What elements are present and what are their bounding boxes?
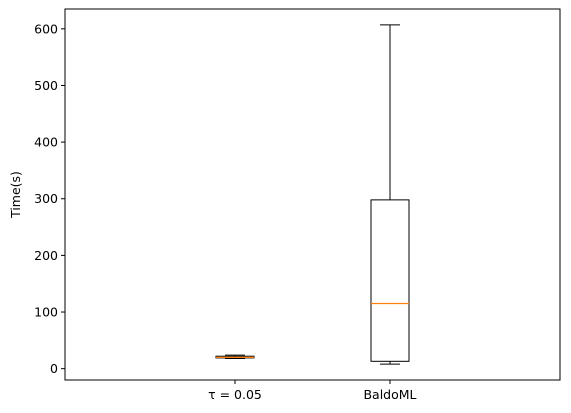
y-tick-label: 0 bbox=[50, 361, 58, 376]
x-tick-label: BaldoML bbox=[363, 387, 416, 402]
box-0 bbox=[215, 354, 255, 359]
y-tick-label: 100 bbox=[34, 305, 58, 320]
y-tick-label: 200 bbox=[34, 248, 58, 263]
box-iqr bbox=[370, 199, 410, 362]
y-tick-label: 400 bbox=[34, 135, 58, 150]
plot-background bbox=[65, 9, 560, 380]
box-1 bbox=[370, 24, 410, 365]
y-tick-label: 600 bbox=[34, 21, 58, 36]
y-tick-label: 300 bbox=[34, 191, 58, 206]
box-series bbox=[215, 24, 410, 365]
y-tick-label: 500 bbox=[34, 78, 58, 93]
x-tick-label: τ = 0.05 bbox=[208, 387, 262, 402]
plot-frame bbox=[64, 8, 561, 381]
x-axis-ticks: τ = 0.05 BaldoML bbox=[208, 380, 417, 402]
y-axis-label: Time(s) bbox=[8, 171, 23, 219]
y-axis-ticks: 0 100 200 300 400 500 600 bbox=[34, 21, 65, 376]
